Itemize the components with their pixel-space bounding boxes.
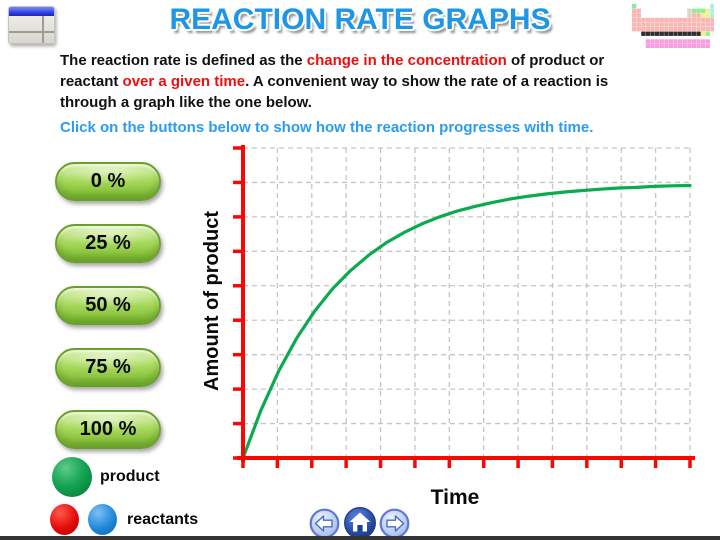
window-icon-titlebar	[9, 7, 54, 16]
forward-button[interactable]	[379, 508, 410, 539]
x-axis-label: Time	[430, 486, 480, 509]
progress-button-75-label: 75 %	[85, 356, 131, 378]
back-arrow-icon	[314, 515, 333, 532]
progress-button-50[interactable]: 50 %	[55, 286, 161, 325]
home-button[interactable]	[343, 506, 377, 540]
progress-button-75[interactable]: 75 %	[55, 348, 161, 387]
window-icon	[8, 6, 55, 44]
intro-paragraph: The reaction rate is defined as the chan…	[60, 52, 609, 111]
progress-button-100[interactable]: 100 %	[55, 410, 161, 449]
legend-reactants-label: reactants	[127, 511, 199, 528]
progress-button-25[interactable]: 25 %	[55, 224, 161, 263]
progress-button-0-label: 0 %	[90, 170, 126, 192]
progress-button-50-label: 50 %	[85, 294, 131, 316]
home-icon	[349, 512, 371, 532]
reaction-rate-graph	[233, 145, 695, 468]
progress-button-0[interactable]: 0 %	[55, 162, 161, 201]
periodic-table-icon	[632, 4, 714, 48]
progress-button-25-label: 25 %	[85, 232, 131, 254]
forward-arrow-icon	[386, 515, 405, 532]
progress-button-100-label: 100 %	[79, 418, 137, 440]
product-sphere-icon	[52, 457, 92, 497]
page-title: REACTION RATE GRAPHS	[169, 3, 551, 36]
instruction-text: Click on the buttons below to show how t…	[60, 119, 594, 136]
legend-product-label: product	[100, 468, 160, 485]
back-button[interactable]	[309, 508, 340, 539]
bottom-edge-strip	[0, 536, 720, 540]
y-axis-label: Amount of product	[201, 211, 223, 391]
reactant-blue-sphere-icon	[88, 504, 117, 535]
reactant-red-sphere-icon	[50, 504, 79, 535]
